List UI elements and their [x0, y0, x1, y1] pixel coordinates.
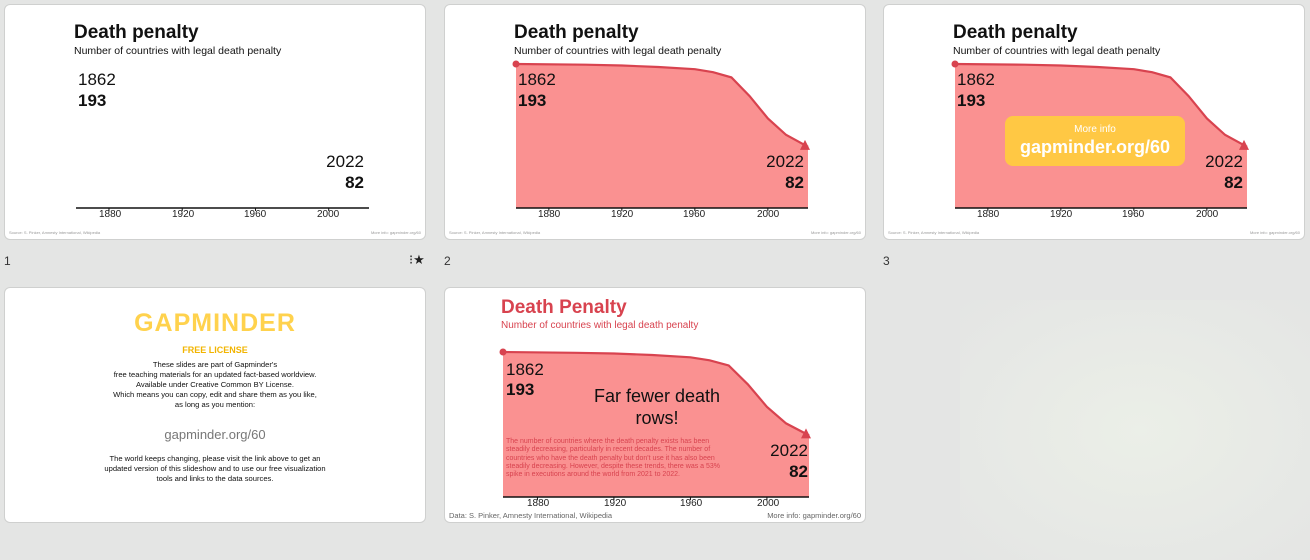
- tick-label: 1880: [977, 209, 1000, 220]
- slide-thumbnail-3[interactable]: Death penalty Number of countries with l…: [883, 4, 1305, 240]
- more-info-note: More info: gapminder.org/60: [767, 511, 861, 520]
- slide-title: Death penalty: [74, 22, 199, 43]
- update-line: The world keeps changing, please visit t…: [109, 454, 321, 463]
- callout-text: Far fewer death rows!: [593, 386, 721, 428]
- license-title: FREE LICENSE: [182, 345, 248, 355]
- more-info-box-url[interactable]: gapminder.org/60: [1019, 137, 1171, 157]
- tick-label: 1880: [99, 209, 122, 220]
- more-info-box-label: More info: [1074, 124, 1116, 135]
- slide-title: Death Penalty: [501, 297, 627, 318]
- animation-star-icon[interactable]: ⁝★: [409, 252, 425, 267]
- more-info-box[interactable]: More info gapminder.org/60: [1005, 116, 1185, 166]
- slide-title: Death penalty: [514, 22, 639, 43]
- slide-subtitle: Number of countries with legal death pen…: [514, 45, 722, 57]
- start-point-marker: [951, 60, 959, 68]
- end-year-label: 2022: [766, 152, 804, 171]
- more-info-note: More info: gapminder.org/60: [370, 230, 421, 235]
- tick-label: 2000: [317, 209, 340, 220]
- slide-thumbnail-2[interactable]: Death penalty Number of countries with l…: [444, 4, 866, 240]
- area-fill: [503, 352, 809, 497]
- start-year-label: 1862: [506, 360, 544, 379]
- start-value-label: 193: [506, 380, 535, 399]
- end-year-label: 2022: [326, 152, 364, 171]
- update-line: tools and links to the data sources.: [156, 474, 274, 483]
- source-note: Source: S. Pinker, Amnesty International…: [888, 230, 980, 235]
- update-line: updated version of this slideshow and to…: [104, 464, 326, 473]
- tick-label: 2000: [757, 498, 780, 509]
- slide-subtitle: Number of countries with legal death pen…: [501, 320, 699, 331]
- tick-label: 1920: [604, 498, 627, 509]
- tick-label: 1960: [1122, 209, 1145, 220]
- slide-number-1: 1: [4, 254, 11, 268]
- source-note: Source: S. Pinker, Amnesty International…: [449, 230, 541, 235]
- slide-subtitle: Number of countries with legal death pen…: [953, 45, 1161, 57]
- slide-thumbnail-5[interactable]: Death Penalty Number of countries with l…: [444, 287, 866, 523]
- license-text: These slides are part of Gapminder's fre…: [5, 360, 425, 410]
- slide-title: Death penalty: [953, 22, 1078, 43]
- tick-label: 1920: [1050, 209, 1073, 220]
- more-info-note: More info: gapminder.org/60: [1249, 230, 1300, 235]
- end-year-label: 2022: [1205, 152, 1243, 171]
- tick-label: 1960: [680, 498, 703, 509]
- end-value-label: 82: [345, 173, 364, 192]
- end-arrow-marker: [800, 139, 810, 150]
- tick-label: 1960: [683, 209, 706, 220]
- end-value-label: 82: [785, 173, 804, 192]
- slide-number-2: 2: [444, 254, 451, 268]
- area-fill: [516, 64, 808, 208]
- tick-label: 1920: [611, 209, 634, 220]
- license-line: as long as you mention:: [174, 400, 256, 409]
- tick-label: 2000: [1196, 209, 1219, 220]
- tick-label: 1920: [172, 209, 195, 220]
- source-note: Data: S. Pinker, Amnesty International, …: [449, 511, 612, 520]
- tick-label: 1880: [527, 498, 550, 509]
- start-value-label: 193: [518, 91, 547, 110]
- chart-axes: [76, 207, 369, 211]
- start-point-marker: [499, 348, 507, 356]
- death-penalty-area-chart: [512, 60, 810, 211]
- series-line: [954, 62, 1248, 148]
- slide-thumbnail-4[interactable]: GAPMINDER FREE LICENSE These slides are …: [4, 287, 426, 523]
- explanation-paragraph: The number of countries where the death …: [506, 438, 721, 479]
- start-point-marker: [512, 60, 520, 68]
- end-value-label: 82: [789, 462, 808, 481]
- license-line: free teaching materials for an updated f…: [113, 370, 317, 379]
- start-value-label: 193: [957, 91, 986, 110]
- start-value-label: 193: [78, 91, 107, 110]
- end-arrow-marker: [801, 428, 811, 439]
- more-info-note: More info: gapminder.org/60: [810, 230, 861, 235]
- tick-label: 2000: [757, 209, 780, 220]
- license-url-link[interactable]: gapminder.org/60: [164, 427, 266, 442]
- end-arrow-marker: [1239, 139, 1249, 150]
- license-line: Available under Creative Common BY Licen…: [135, 380, 294, 389]
- start-year-label: 1862: [957, 70, 995, 89]
- start-year-label: 1862: [518, 70, 556, 89]
- tick-label: 1960: [244, 209, 267, 220]
- source-note: Source: S. Pinker, Amnesty International…: [9, 230, 101, 235]
- start-year-label: 1862: [78, 70, 116, 89]
- series-line: [515, 62, 809, 148]
- tick-label: 1880: [538, 209, 561, 220]
- slide-thumbnail-1[interactable]: Death penalty Number of countries with l…: [4, 4, 426, 240]
- gapminder-logo: GAPMINDER: [134, 309, 296, 337]
- update-text: The world keeps changing, please visit t…: [5, 454, 425, 484]
- end-value-label: 82: [1224, 173, 1243, 192]
- background-glow: [960, 300, 1310, 560]
- tick-marks: [108, 208, 330, 211]
- death-penalty-area-chart: [499, 348, 811, 500]
- license-line: These slides are part of Gapminder's: [152, 360, 278, 369]
- slide-subtitle: Number of countries with legal death pen…: [74, 45, 282, 57]
- license-line: Which means you can copy, edit and share…: [113, 390, 317, 399]
- series-line: [502, 350, 810, 437]
- end-year-label: 2022: [770, 441, 808, 460]
- slide-number-3: 3: [883, 254, 890, 268]
